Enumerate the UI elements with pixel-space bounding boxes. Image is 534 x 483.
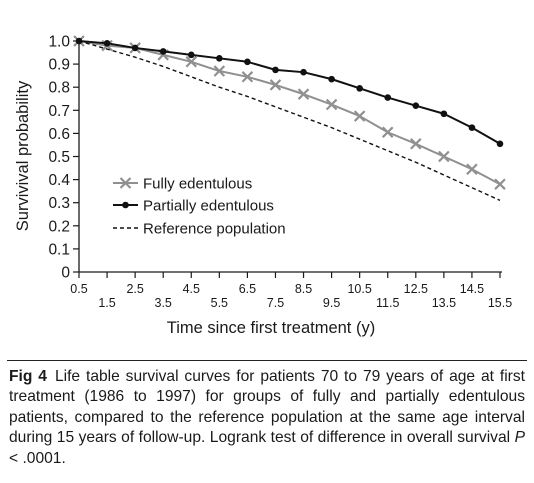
data-point	[381, 126, 394, 139]
series-2	[78, 40, 501, 202]
x-marker-stroke	[353, 110, 366, 122]
y-tick-label: 0.7	[48, 103, 70, 120]
y-axis-title: Survivival probability	[14, 80, 32, 231]
data-point	[297, 88, 310, 100]
x-marker-stroke	[325, 98, 338, 111]
legend-item-2: Reference population	[113, 221, 286, 238]
x-tick-label: 3.5	[155, 296, 172, 310]
x-marker-stroke	[438, 150, 450, 163]
x-tick-label: 12.5	[404, 282, 428, 296]
y-tick-label: 1.0	[48, 34, 70, 51]
x-tick-label: 15.5	[488, 296, 512, 310]
y-tick-label: 0.2	[48, 218, 70, 235]
x-tick-label: 1.5	[98, 296, 115, 310]
data-point	[131, 44, 139, 52]
axes: 0 0.1 0.2 0.3 0.4 0.5 0.6 0.7 0.8 0.9 1.0 0.5 1.5 2.5…	[48, 34, 512, 311]
caption-divider	[7, 360, 527, 361]
x-tick-label: 6.5	[239, 282, 256, 296]
series-line	[78, 40, 501, 145]
x-marker-stroke	[297, 88, 310, 100]
data-point	[356, 85, 363, 92]
survival-chart: 0 0.1 0.2 0.3 0.4 0.5 0.6 0.7 0.8 0.9 1.0 0.5 1.5 2.5…	[14, 34, 512, 338]
data-point	[187, 51, 195, 59]
data-point	[216, 55, 223, 62]
data-point	[159, 48, 167, 55]
data-point	[272, 66, 279, 74]
x-marker-stroke	[119, 177, 132, 189]
x-tick-label: 7.5	[267, 296, 284, 310]
legend-label: Reference population	[143, 221, 286, 238]
data-point	[300, 68, 307, 76]
x-marker-stroke	[466, 163, 478, 175]
p-value-variable: P	[514, 429, 525, 447]
x-marker-stroke	[185, 56, 198, 68]
data-point	[410, 138, 422, 150]
data-point	[241, 71, 254, 83]
y-tick-label: 0.9	[48, 57, 70, 74]
series-line	[78, 40, 501, 202]
x-tick-label: 14.5	[460, 282, 484, 296]
x-tick-label: 0.5	[70, 282, 87, 296]
figure-caption: Fig 4 Life table survival curves for pati…	[9, 367, 525, 469]
legend: Fully edentulous Partially edentulous Refe…	[113, 176, 286, 238]
x-tick-label: 2.5	[126, 282, 143, 296]
x-tick-label: 9.5	[323, 296, 340, 310]
caption-p-value: < .0001.	[9, 449, 66, 467]
legend-marker	[122, 201, 129, 209]
legend-marker	[119, 177, 132, 189]
data-point	[353, 110, 366, 122]
data-point	[325, 98, 338, 111]
x-marker-stroke	[381, 126, 394, 139]
legend-label: Partially edentulous	[143, 198, 274, 215]
x-tick-label: 5.5	[211, 296, 228, 310]
data-point	[412, 102, 420, 109]
data-point	[438, 150, 450, 163]
data-point	[213, 65, 226, 77]
x-tick-label: 8.5	[295, 282, 312, 296]
series-1	[75, 37, 504, 148]
x-marker-stroke	[269, 79, 282, 91]
data-point	[496, 140, 504, 148]
legend-item-0: Fully edentulous	[113, 176, 252, 193]
data-point	[440, 110, 448, 118]
y-tick-label: 0.8	[48, 80, 70, 97]
x-tick-label: 11.5	[376, 296, 399, 310]
figure-label: Fig 4	[9, 368, 47, 385]
x-axis-title: Time since first treatment (y)	[167, 319, 375, 337]
legend-label: Fully edentulous	[143, 176, 252, 193]
x-tick-label: 13.5	[432, 296, 456, 310]
data-point	[185, 56, 198, 68]
legend-item-1: Partially edentulous	[113, 198, 274, 215]
y-tick-label: 0	[61, 265, 70, 282]
data-point	[494, 178, 506, 190]
data-point	[269, 79, 282, 91]
x-tick-label: 4.5	[183, 282, 200, 296]
data-point	[384, 94, 392, 101]
y-tick-label: 0.1	[48, 241, 70, 258]
x-marker-stroke	[494, 178, 506, 190]
data-point	[468, 124, 476, 131]
x-marker-stroke	[213, 65, 226, 77]
x-tick-label: 10.5	[347, 282, 371, 296]
x-marker-stroke	[241, 71, 254, 83]
caption-text: Life table survival curves for patients …	[9, 368, 526, 447]
y-tick-label: 0.3	[48, 195, 70, 212]
x-marker-stroke	[410, 138, 422, 150]
data-point	[244, 58, 251, 66]
y-tick-label: 0.6	[48, 126, 70, 143]
data-point	[103, 40, 111, 47]
series-layer	[73, 35, 506, 202]
series-line	[78, 40, 501, 186]
y-tick-label: 0.4	[48, 172, 70, 189]
data-point	[328, 75, 335, 83]
data-point	[466, 163, 478, 175]
y-tick-label: 0.5	[48, 149, 70, 166]
